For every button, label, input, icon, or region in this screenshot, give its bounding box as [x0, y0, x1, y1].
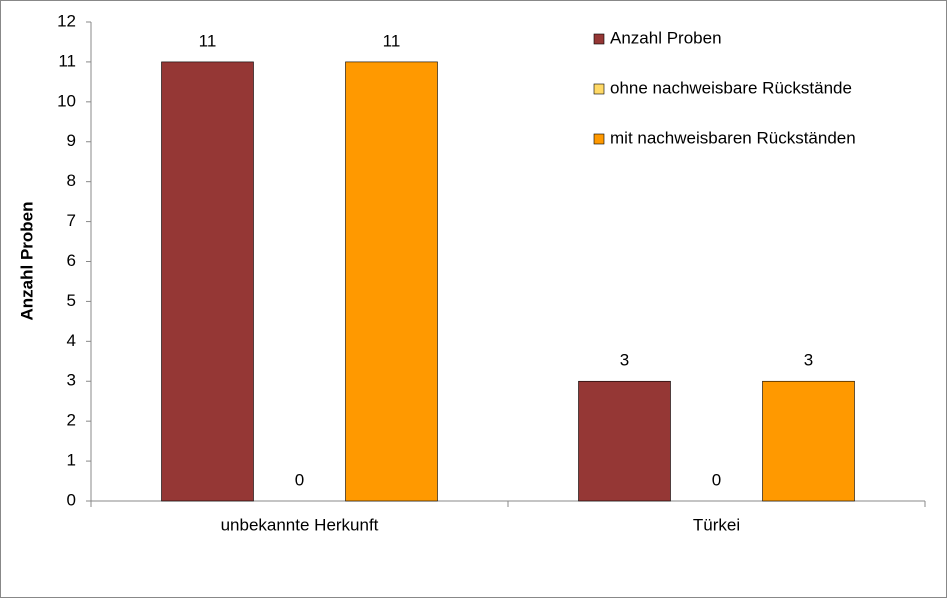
legend-label: mit nachweisbaren Rückständen [610, 128, 856, 147]
y-tick-label: 8 [67, 171, 76, 190]
value-label: 11 [383, 31, 401, 50]
legend-marker [593, 83, 605, 95]
legend-label: Anzahl Proben [610, 28, 722, 47]
y-tick-label: 5 [67, 291, 76, 310]
y-tick-label: 9 [67, 131, 76, 150]
y-tick-label: 7 [67, 211, 76, 230]
value-label: 3 [804, 351, 813, 370]
value-label: 0 [295, 470, 304, 489]
bar [578, 380, 671, 502]
y-tick-label: 12 [57, 11, 76, 30]
bar [161, 61, 254, 502]
bar [345, 61, 438, 502]
y-tick-label: 0 [67, 490, 76, 509]
y-tick-label: 10 [57, 91, 76, 110]
legend-label: ohne nachweisbare Rückstände [610, 78, 852, 97]
y-tick-label: 6 [67, 251, 76, 270]
y-tick-label: 1 [67, 451, 76, 470]
y-axis-title: Anzahl Proben [17, 201, 36, 320]
y-tick-label: 3 [67, 371, 76, 390]
y-tick-label: 2 [67, 411, 76, 430]
value-label: 0 [712, 470, 721, 489]
legend-marker [593, 133, 605, 145]
x-tick-label: Türkei [693, 515, 740, 534]
y-tick-label: 4 [67, 331, 76, 350]
bar [762, 380, 855, 502]
x-tick-label: unbekannte Herkunft [221, 515, 379, 534]
y-tick-label: 11 [58, 51, 76, 70]
legend-marker [593, 33, 605, 45]
value-label: 11 [199, 31, 217, 50]
value-label: 3 [620, 351, 629, 370]
